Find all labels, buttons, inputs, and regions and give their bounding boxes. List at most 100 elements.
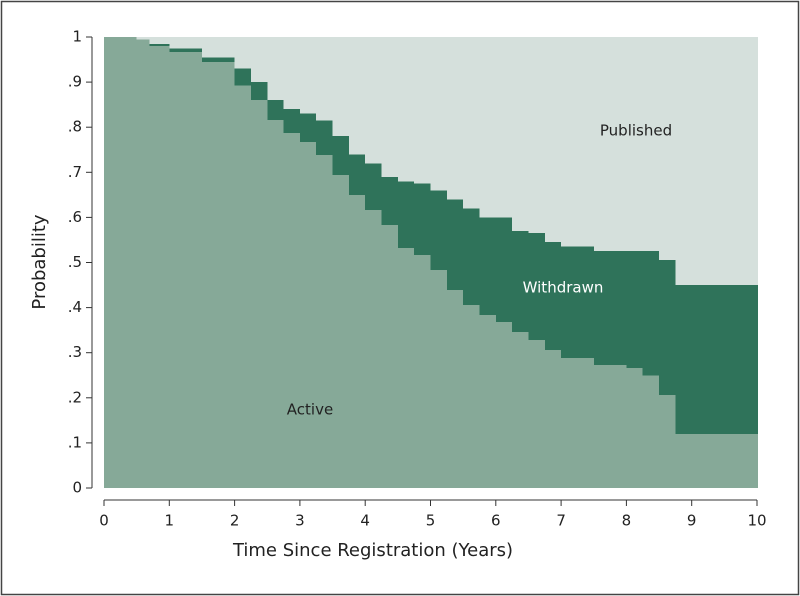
area-step xyxy=(381,225,399,488)
y-tick-label: .5 xyxy=(68,253,82,271)
area-step xyxy=(512,37,529,231)
area-step xyxy=(250,82,268,101)
area-step xyxy=(267,37,285,101)
area-step xyxy=(691,285,725,434)
area-step xyxy=(397,248,415,488)
area-step xyxy=(149,43,170,47)
x-tick-label: 9 xyxy=(687,512,697,530)
x-tick-label: 6 xyxy=(491,512,501,530)
series-label: Withdrawn xyxy=(523,279,604,297)
area-step xyxy=(250,100,268,488)
series-label: Active xyxy=(287,401,333,419)
area-step xyxy=(136,39,151,488)
area-step xyxy=(479,217,497,315)
y-tick-label: .4 xyxy=(68,298,82,316)
area-step xyxy=(446,199,464,291)
y-tick-label: 1 xyxy=(72,28,82,46)
area-step xyxy=(724,433,758,488)
area-step xyxy=(659,395,676,488)
area-step xyxy=(299,113,317,143)
area-step xyxy=(414,183,431,255)
area-step xyxy=(201,57,236,62)
area-step xyxy=(149,37,170,44)
area-step xyxy=(234,37,252,69)
area-step xyxy=(675,285,693,434)
area-step xyxy=(365,210,383,488)
area-step xyxy=(561,246,595,359)
x-tick-label: 8 xyxy=(622,512,632,530)
area-step xyxy=(332,37,350,137)
area-step xyxy=(316,37,334,121)
area-step xyxy=(348,37,366,155)
x-tick-label: 1 xyxy=(165,512,175,530)
y-axis-title: Probability xyxy=(29,214,50,309)
x-tick-label: 5 xyxy=(426,512,436,530)
area-step xyxy=(430,270,448,488)
area-step xyxy=(495,37,513,218)
area-step xyxy=(283,109,301,134)
area-step xyxy=(659,260,676,396)
area-step xyxy=(299,37,317,114)
area-step xyxy=(757,285,758,434)
area-step xyxy=(724,37,758,286)
area-step xyxy=(414,254,431,488)
x-tick-label: 2 xyxy=(230,512,240,530)
y-tick-label: .2 xyxy=(68,388,82,406)
area-step xyxy=(381,37,399,177)
area-step xyxy=(397,37,415,182)
area-step xyxy=(528,233,546,341)
area-step xyxy=(642,251,660,376)
area-step xyxy=(136,37,151,40)
area-step xyxy=(544,242,562,350)
area-step xyxy=(626,368,644,488)
area-step xyxy=(691,433,725,488)
y-tick-label: .9 xyxy=(68,73,82,91)
area-step xyxy=(283,37,301,110)
plot-area xyxy=(104,37,758,489)
area-step xyxy=(561,37,595,247)
area-step xyxy=(757,433,758,488)
area-step xyxy=(446,290,464,488)
area-step xyxy=(659,37,676,261)
area-step xyxy=(691,37,725,286)
area-step xyxy=(626,37,644,252)
x-tick-label: 3 xyxy=(295,512,305,530)
area-step xyxy=(234,85,252,488)
x-tick-label: 0 xyxy=(99,512,109,530)
area-step xyxy=(528,37,546,234)
x-axis-title: Time Since Registration (Years) xyxy=(232,540,513,561)
area-step xyxy=(642,375,660,488)
area-step xyxy=(414,37,431,184)
area-step xyxy=(332,175,350,489)
area-step xyxy=(250,37,268,83)
area-step xyxy=(495,217,513,323)
y-tick-label: .8 xyxy=(68,118,82,136)
y-tick-label: .7 xyxy=(68,163,82,181)
area-step xyxy=(332,136,350,176)
y-tick-label: .3 xyxy=(68,343,82,361)
area-step xyxy=(593,364,627,488)
area-step xyxy=(724,285,758,434)
area-step xyxy=(675,433,693,488)
area-step xyxy=(381,176,399,226)
area-step xyxy=(430,37,448,191)
area-step xyxy=(495,322,513,488)
area-step xyxy=(365,163,383,211)
x-tick-label: 10 xyxy=(747,512,766,530)
area-step xyxy=(642,37,660,252)
area-step xyxy=(201,61,236,489)
y-tick-label: 0 xyxy=(72,479,82,497)
area-step xyxy=(593,251,627,365)
y-tick-label: .6 xyxy=(68,208,82,226)
area-step xyxy=(299,142,317,488)
area-step xyxy=(463,208,480,305)
area-step xyxy=(267,100,285,120)
area-step xyxy=(675,37,693,286)
area-step xyxy=(169,37,203,49)
area-step xyxy=(201,37,236,58)
area-step xyxy=(593,37,627,252)
area-step xyxy=(104,37,138,488)
area-step xyxy=(544,37,562,243)
area-step xyxy=(397,181,415,249)
